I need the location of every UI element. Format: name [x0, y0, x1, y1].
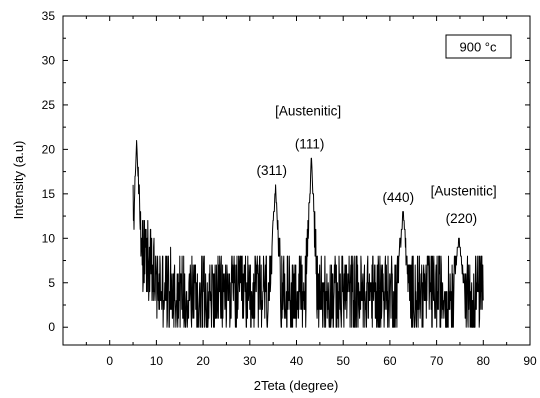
legend-box: 900 °c — [445, 34, 512, 59]
peak-annotation: [Austenitic] — [431, 184, 497, 199]
legend-label: 900 °c — [459, 40, 497, 55]
axis-ticks — [63, 15, 531, 345]
peak-annotation: [Austenitic] — [275, 104, 341, 119]
x-tick-label: 60 — [383, 354, 397, 368]
x-tick-label: 70 — [430, 354, 444, 368]
y-tick-label: 15 — [42, 187, 56, 201]
plot-frame — [62, 15, 531, 346]
x-tick-label: 30 — [243, 354, 257, 368]
peak-annotation: (311) — [256, 163, 287, 178]
y-tick-label: 10 — [42, 231, 56, 245]
x-tick-label: 0 — [106, 354, 113, 368]
y-tick-labels: 0 5 10 15 20 25 30 35 — [42, 9, 56, 334]
peak-annotation: (220) — [446, 211, 478, 226]
y-tick-label: 25 — [42, 98, 56, 112]
y-axis-label: Intensity (a.u) — [11, 141, 26, 220]
peak-annotation: (111) — [295, 136, 325, 151]
x-tick-label: 20 — [196, 354, 210, 368]
peak-annotation: (440) — [383, 190, 415, 205]
x-tick-label: 80 — [477, 354, 491, 368]
x-tick-labels: 0 10 20 30 40 50 60 70 80 90 — [106, 354, 537, 368]
x-axis-label: 2Teta (degree) — [254, 378, 339, 393]
x-tick-label: 50 — [337, 354, 351, 368]
y-tick-label: 35 — [42, 9, 56, 23]
x-tick-label: 10 — [150, 354, 164, 368]
y-tick-label: 30 — [42, 53, 56, 67]
y-tick-label: 0 — [48, 320, 55, 334]
y-tick-label: 20 — [42, 142, 56, 156]
x-tick-label: 40 — [290, 354, 304, 368]
peak-annotations: [Austenitic] (111) (311) (440) [Austenitic] (… — [256, 104, 496, 227]
x-tick-label: 90 — [523, 354, 537, 368]
y-tick-label: 5 — [48, 276, 55, 290]
diffraction-pattern-line — [132, 140, 484, 328]
